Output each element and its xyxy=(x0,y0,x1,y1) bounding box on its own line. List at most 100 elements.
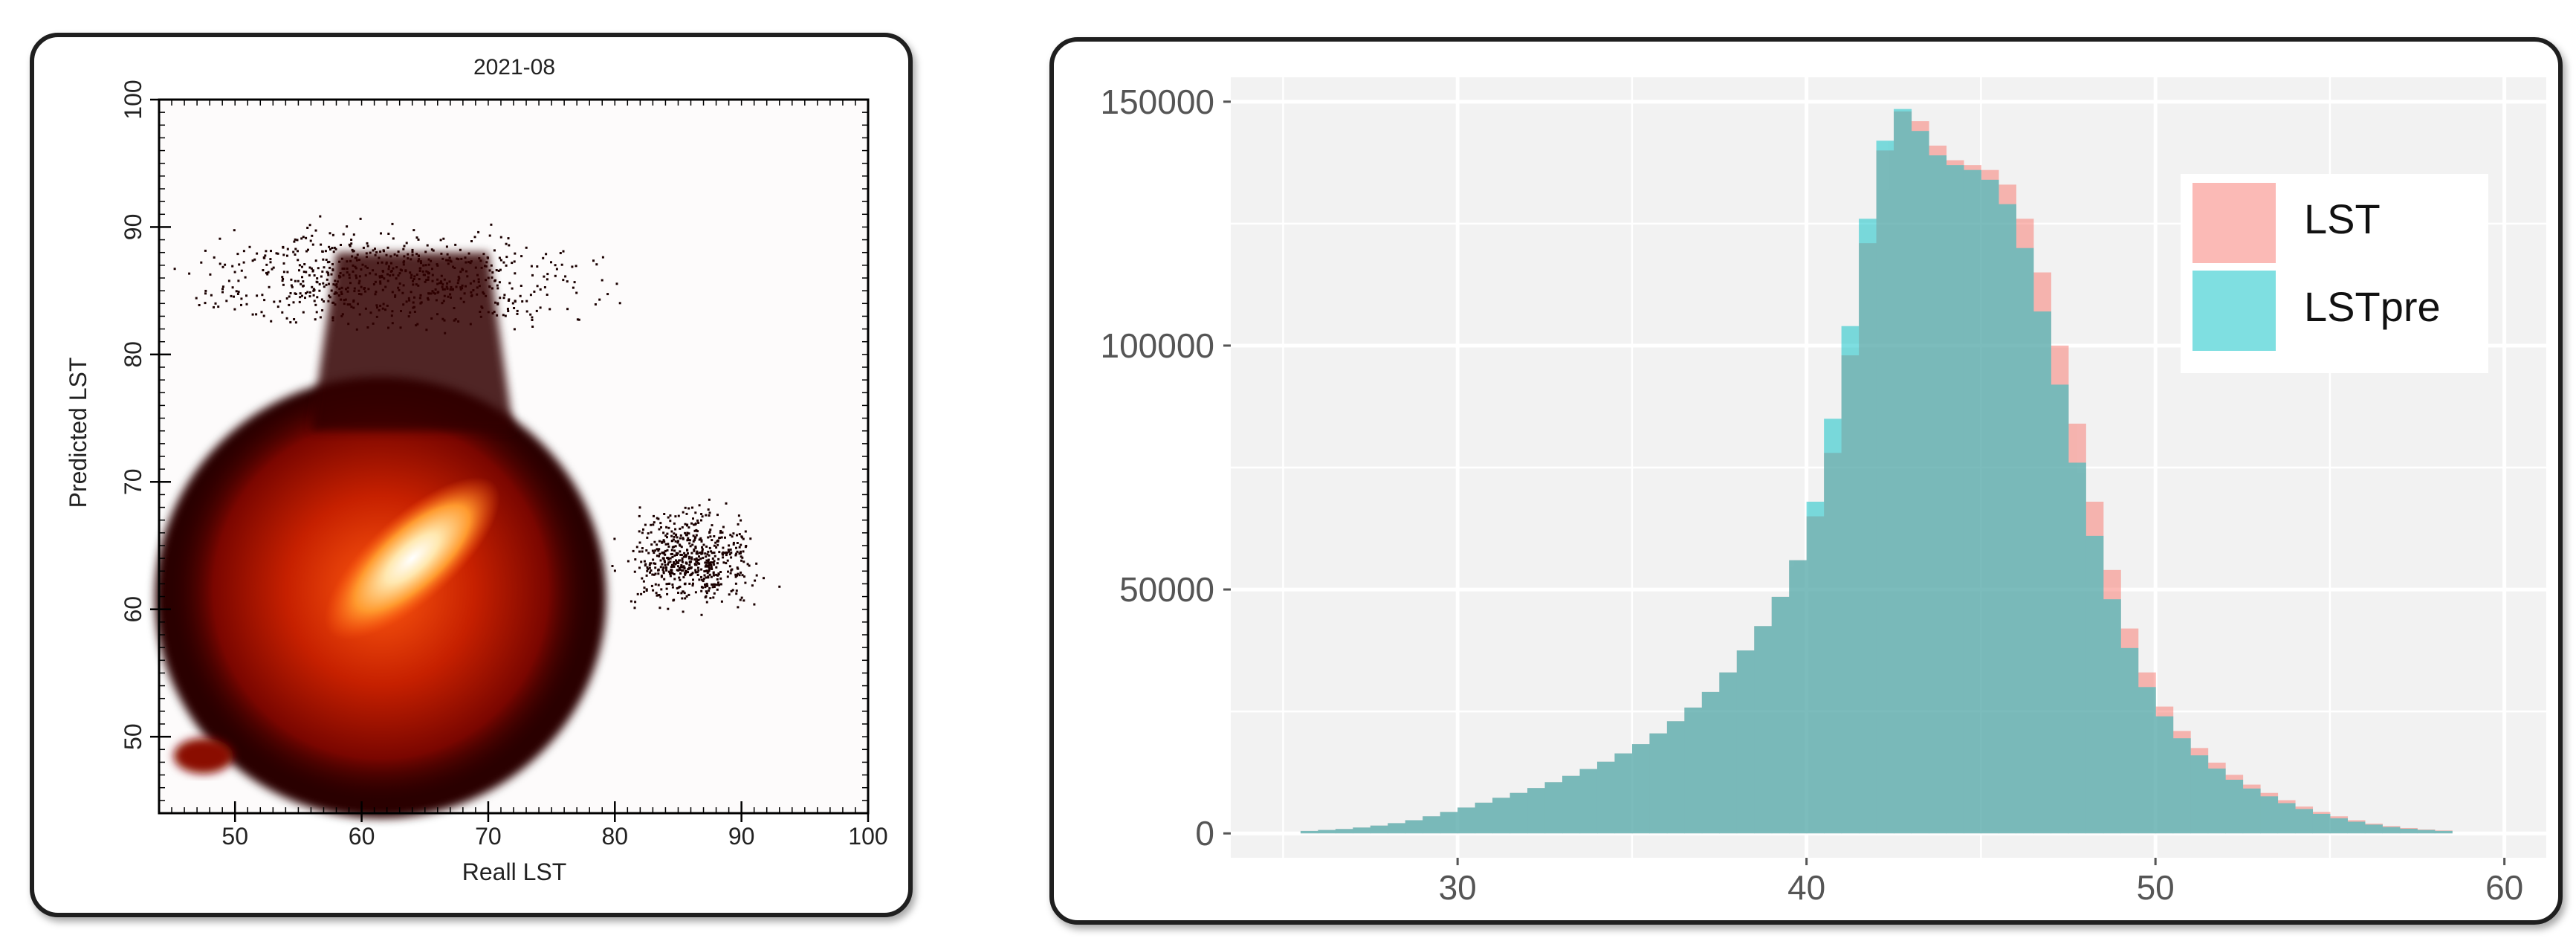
scatter-point xyxy=(675,533,678,536)
scatter-point xyxy=(662,539,665,542)
scatter-point xyxy=(294,279,297,282)
scatter-point xyxy=(506,308,509,310)
scatter-point xyxy=(641,547,644,549)
histogram-bar xyxy=(1440,812,1458,834)
scatter-point xyxy=(508,298,511,301)
scatter-point xyxy=(694,546,697,549)
scatter-point xyxy=(676,561,679,564)
scatter-point xyxy=(682,555,685,558)
scatter-point xyxy=(490,223,493,226)
scatter-point xyxy=(350,239,353,241)
scatter-point xyxy=(673,578,676,581)
scatter-point xyxy=(505,264,508,267)
scatter-point xyxy=(673,573,676,575)
scatter-point xyxy=(292,250,295,253)
scatter-point xyxy=(697,566,699,569)
scatter-point xyxy=(653,540,656,543)
histogram-bar xyxy=(1963,169,1982,834)
scatter-point xyxy=(778,585,781,588)
scatter-point xyxy=(687,593,690,596)
scatter-point xyxy=(648,566,651,569)
scatter-point xyxy=(273,300,276,303)
scatter-point xyxy=(638,550,641,553)
histogram-bar xyxy=(2277,803,2296,834)
scatter-point xyxy=(705,555,708,558)
scatter-point xyxy=(680,546,683,549)
scatter-point xyxy=(314,259,317,262)
scatter-point xyxy=(306,291,309,294)
scatter-point xyxy=(690,557,693,560)
scatter-point xyxy=(237,291,240,293)
scatter-point xyxy=(442,237,445,240)
scatter-point xyxy=(308,274,311,277)
scatter-point xyxy=(686,549,689,552)
scatter-point xyxy=(301,276,303,279)
scatter-point xyxy=(412,229,415,232)
scatter-point xyxy=(704,561,707,564)
scatter-point xyxy=(655,592,658,595)
scatter-point xyxy=(491,276,493,279)
scatter-point xyxy=(648,563,651,566)
histogram-bar xyxy=(1876,140,1894,834)
scatter-point xyxy=(308,224,311,227)
scatter-point xyxy=(727,549,730,552)
scatter-point xyxy=(656,543,658,546)
scatter-point xyxy=(200,261,203,264)
scatter-point xyxy=(725,552,728,555)
scatter-point xyxy=(627,560,630,563)
scatter-point xyxy=(706,553,709,556)
scatter-point xyxy=(716,574,719,577)
scatter-point xyxy=(667,526,670,529)
scatter-point xyxy=(705,590,708,593)
scatter-point xyxy=(323,300,325,303)
scatter-point xyxy=(299,292,302,295)
scatter-point xyxy=(662,531,665,534)
scatter-point xyxy=(256,294,259,297)
scatter-point xyxy=(651,549,654,552)
scatter-point xyxy=(282,283,285,286)
minor-ticks xyxy=(158,99,869,814)
scatter-point xyxy=(712,596,715,599)
scatter-point xyxy=(713,583,716,586)
scatter-point xyxy=(533,290,536,293)
scatter-point xyxy=(329,232,331,235)
scatter-point xyxy=(311,285,314,288)
scatter-point xyxy=(302,280,305,283)
scatter-point xyxy=(700,552,703,555)
histogram-bar xyxy=(2085,535,2104,834)
histogram-chart: 30 40 50 60 0 50000 100000 150000 LST LSTpre xyxy=(1101,77,2546,907)
scatter-point xyxy=(505,242,508,245)
scatter-point xyxy=(308,295,311,298)
scatter-point xyxy=(204,292,207,295)
scatter-point xyxy=(679,578,682,581)
scatter-point xyxy=(508,244,511,247)
scatter-point xyxy=(362,246,365,249)
scatter-point xyxy=(700,613,703,616)
scatter-point xyxy=(261,294,264,297)
scatter-point xyxy=(645,589,648,592)
scatter-point xyxy=(516,309,519,312)
scatter-point xyxy=(314,303,317,306)
scatter-point xyxy=(270,320,273,323)
scatter-point xyxy=(696,560,699,563)
scatter-point xyxy=(643,586,646,589)
scatter-point xyxy=(653,521,656,524)
scatter-point xyxy=(749,537,752,540)
scatter-point xyxy=(705,514,708,517)
scatter-point xyxy=(221,291,224,294)
scatter-point xyxy=(294,238,297,241)
histogram-bar xyxy=(1719,672,1738,834)
scatter-point xyxy=(282,245,285,248)
scatter-point xyxy=(477,230,480,233)
scatter-point xyxy=(685,512,688,515)
scatter-point xyxy=(654,572,657,575)
scatter-point xyxy=(613,537,616,540)
scatter-point xyxy=(706,585,709,587)
scatter-point xyxy=(271,268,274,271)
scatter-point xyxy=(511,287,514,290)
histogram-bar xyxy=(1300,830,1318,834)
scatter-point xyxy=(682,576,685,579)
scatter-point xyxy=(375,251,378,253)
scatter-point xyxy=(660,588,663,591)
scatter-point xyxy=(711,568,713,570)
